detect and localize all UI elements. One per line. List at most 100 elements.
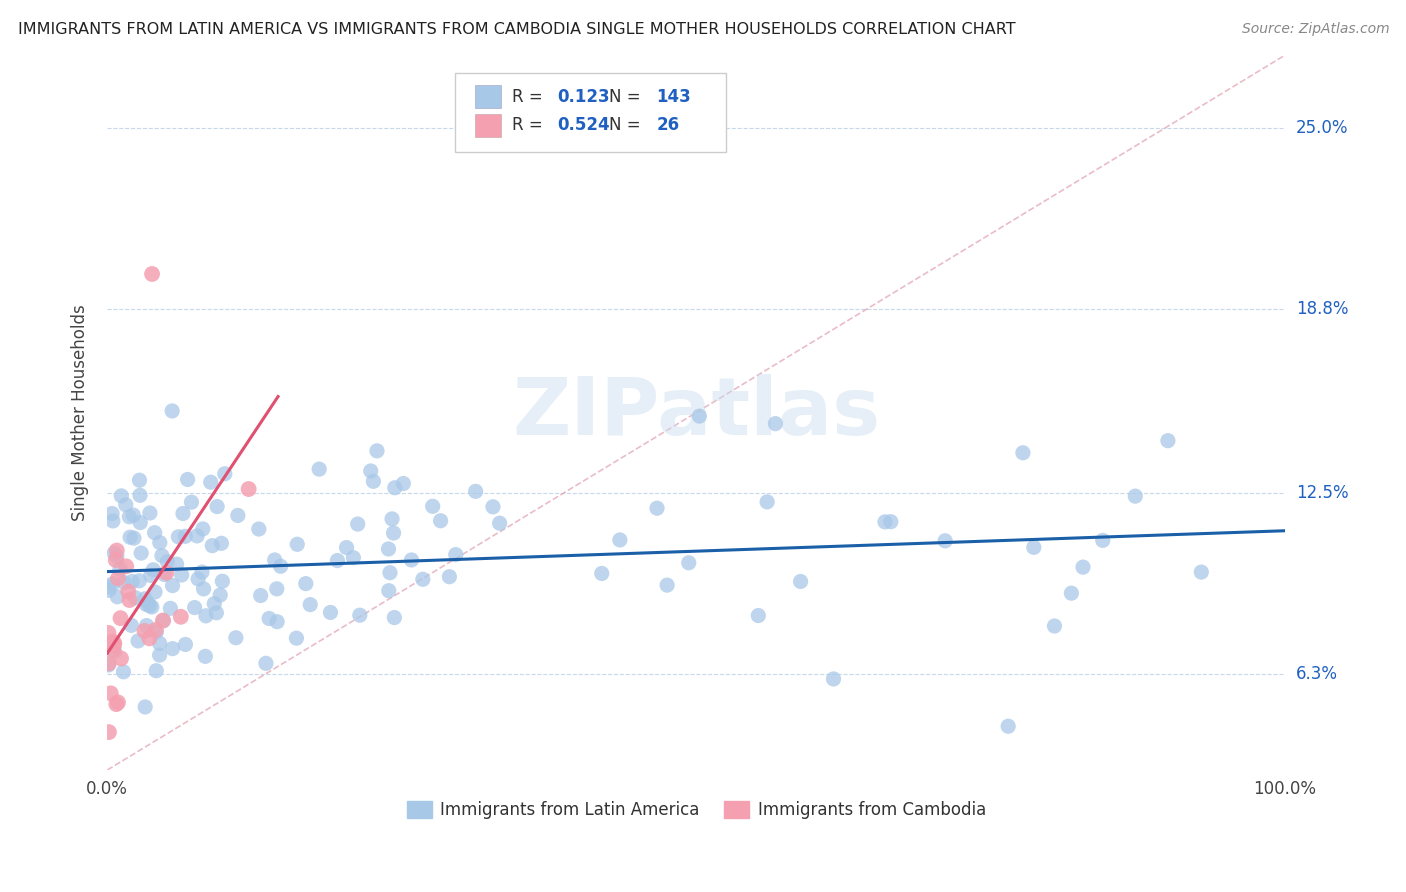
- Point: [763, 417, 786, 431]
- Point: [384, 481, 406, 495]
- Point: [346, 517, 368, 532]
- Point: [444, 548, 467, 562]
- Text: 26: 26: [657, 116, 679, 134]
- Point: [122, 531, 145, 545]
- Point: [591, 566, 613, 581]
- Point: [488, 516, 510, 531]
- Point: [789, 574, 811, 589]
- Point: [117, 584, 139, 599]
- Point: [254, 657, 277, 671]
- Point: [429, 514, 451, 528]
- Point: [122, 508, 145, 523]
- Point: [170, 568, 193, 582]
- Point: [401, 553, 423, 567]
- Point: [1022, 541, 1045, 555]
- Point: [439, 570, 461, 584]
- Point: [145, 664, 167, 678]
- Point: [105, 590, 128, 604]
- Point: [378, 566, 401, 580]
- Point: [209, 536, 232, 550]
- Point: [136, 596, 159, 610]
- Point: [319, 606, 342, 620]
- Point: [104, 644, 127, 658]
- Point: [747, 608, 769, 623]
- Point: [107, 571, 129, 585]
- Point: [202, 597, 225, 611]
- Text: IMMIGRANTS FROM LATIN AMERICA VS IMMIGRANTS FROM CAMBODIA SINGLE MOTHER HOUSEHOL: IMMIGRANTS FROM LATIN AMERICA VS IMMIGRA…: [18, 22, 1017, 37]
- Point: [134, 624, 156, 638]
- Point: [101, 576, 124, 591]
- Point: [392, 476, 415, 491]
- Point: [141, 599, 163, 614]
- Point: [129, 488, 152, 502]
- Point: [482, 500, 505, 514]
- Point: [609, 533, 631, 547]
- Point: [166, 557, 188, 571]
- Point: [128, 473, 150, 487]
- Point: [108, 562, 131, 576]
- Point: [193, 582, 215, 596]
- Point: [360, 464, 382, 478]
- Text: N =: N =: [609, 116, 641, 134]
- Point: [143, 525, 166, 540]
- Text: 143: 143: [657, 87, 690, 105]
- Point: [934, 533, 956, 548]
- FancyBboxPatch shape: [475, 114, 501, 136]
- Point: [135, 618, 157, 632]
- Point: [118, 593, 141, 607]
- Point: [211, 574, 233, 589]
- Point: [160, 404, 183, 418]
- Point: [159, 601, 181, 615]
- Point: [170, 609, 193, 624]
- Point: [194, 608, 217, 623]
- Point: [263, 553, 285, 567]
- Point: [105, 697, 128, 711]
- Point: [97, 580, 120, 594]
- Point: [299, 598, 322, 612]
- Point: [285, 537, 308, 551]
- Point: [226, 508, 249, 523]
- Point: [201, 539, 224, 553]
- Point: [152, 614, 174, 628]
- Point: [363, 475, 385, 489]
- Point: [1071, 560, 1094, 574]
- Point: [186, 529, 208, 543]
- Point: [997, 719, 1019, 733]
- Point: [180, 495, 202, 509]
- Point: [249, 589, 271, 603]
- Point: [120, 618, 142, 632]
- Point: [112, 575, 135, 590]
- Point: [257, 611, 280, 625]
- Point: [97, 657, 120, 672]
- Point: [118, 509, 141, 524]
- FancyBboxPatch shape: [454, 73, 725, 152]
- Point: [110, 651, 132, 665]
- Point: [214, 467, 236, 481]
- Point: [98, 583, 121, 598]
- Point: [104, 553, 127, 567]
- Point: [103, 546, 125, 560]
- Point: [114, 498, 136, 512]
- Point: [127, 634, 149, 648]
- Point: [191, 565, 214, 579]
- Point: [183, 600, 205, 615]
- Point: [873, 515, 896, 529]
- Point: [129, 546, 152, 560]
- Point: [176, 473, 198, 487]
- Point: [101, 507, 124, 521]
- Point: [97, 725, 120, 739]
- Point: [381, 512, 404, 526]
- Point: [162, 641, 184, 656]
- Point: [645, 501, 668, 516]
- Point: [167, 530, 190, 544]
- Point: [124, 591, 146, 605]
- Point: [139, 506, 162, 520]
- Text: N =: N =: [609, 87, 641, 105]
- Point: [266, 582, 288, 596]
- Point: [1189, 565, 1212, 579]
- Point: [162, 578, 184, 592]
- Point: [1091, 533, 1114, 548]
- Point: [110, 611, 132, 625]
- Point: [205, 500, 228, 514]
- Point: [238, 482, 260, 496]
